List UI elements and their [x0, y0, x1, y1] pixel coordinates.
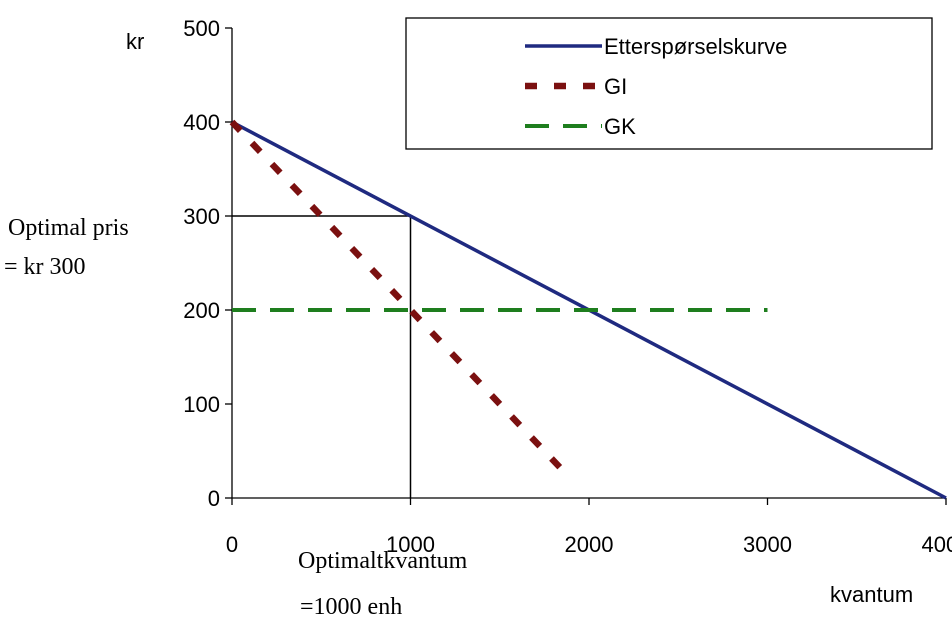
y-axis-label: kr: [126, 29, 144, 54]
legend-label-demand: Etterspørselskurve: [604, 34, 787, 59]
legend-box: [405, 17, 933, 150]
y-tick-label-0: 0: [208, 486, 220, 511]
x-tick-label-1000: 1000: [386, 532, 435, 557]
optimal-price-label-line1: Optimal pris: [8, 215, 129, 241]
x-tick-label-2000: 2000: [565, 532, 614, 557]
series-line-gi: [229, 119, 574, 482]
y-tick-label-100: 100: [183, 392, 220, 417]
optimal-price-label-line2: = kr 300: [4, 254, 86, 280]
y-tick-label-200: 200: [183, 298, 220, 323]
y-tick-label-500: 500: [183, 16, 220, 41]
legend-label-gi: GI: [604, 74, 627, 99]
y-tick-label-300: 300: [183, 204, 220, 229]
optimal-quantity-label-line1: Optimaltkvantum: [298, 548, 468, 574]
x-axis-label: kvantum: [830, 582, 913, 607]
plot-area: [225, 27, 947, 505]
x-tick-label-0: 0: [226, 532, 238, 557]
x-tick-label-4000: 4000: [922, 532, 952, 557]
y-tick-label-400: 400: [183, 110, 220, 135]
tick-labels: 0 100 200 300 400 500 0 1000 2000 3000 4000: [183, 16, 952, 557]
chart-marks: [229, 119, 947, 500]
legend: Etterspørselskurve GI GK: [405, 17, 933, 150]
optimal-quantity-label-line2: =1000 enh: [300, 594, 402, 620]
x-tick-label-3000: 3000: [743, 532, 792, 557]
legend-label-gk: GK: [604, 114, 636, 139]
